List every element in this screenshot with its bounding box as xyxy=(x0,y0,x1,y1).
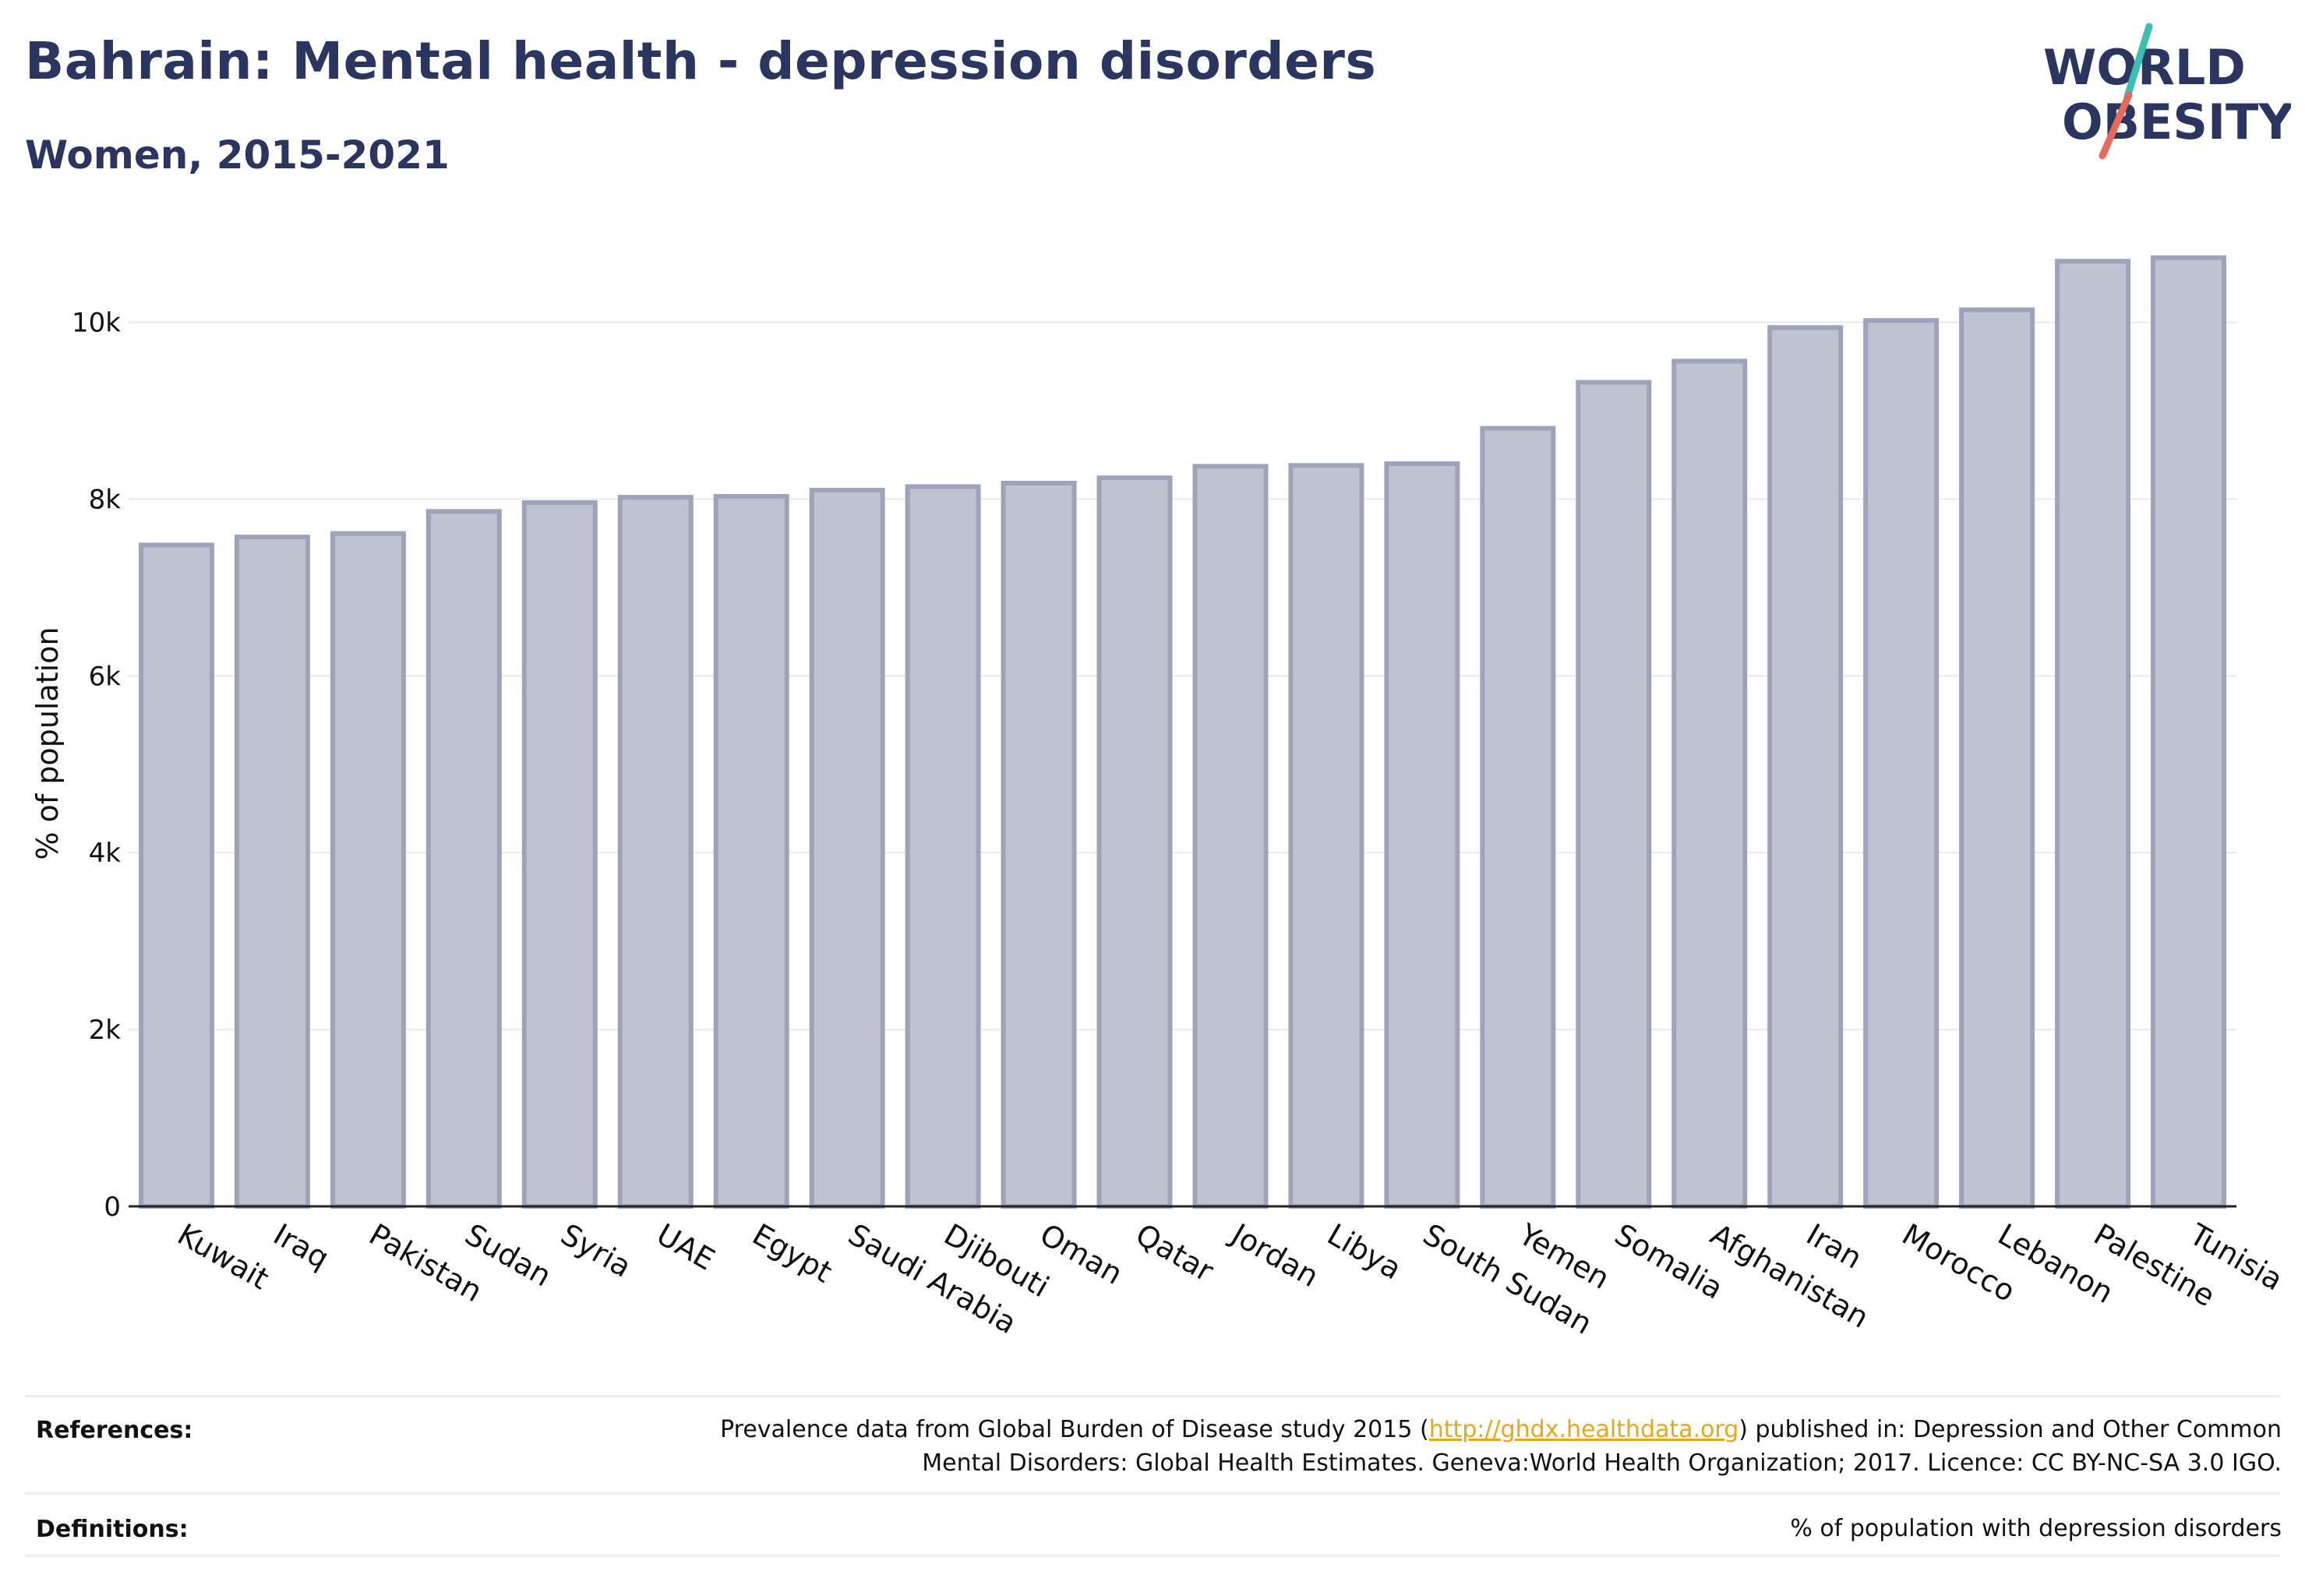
bar xyxy=(138,542,214,1209)
x-tick-label: Iraq xyxy=(267,1217,334,1276)
bar xyxy=(2151,255,2227,1209)
y-tick-label: 4k xyxy=(89,838,122,869)
x-tick-label: UAE xyxy=(651,1217,720,1277)
logo-slash-bottom xyxy=(2099,91,2133,160)
bar xyxy=(1863,318,1940,1209)
bar xyxy=(1001,480,1077,1209)
references-label: References: xyxy=(36,1417,193,1444)
bar xyxy=(617,495,694,1209)
chart-subtitle: Women, 2015-2021 xyxy=(25,132,450,178)
references-text-post: ) published in: Depression and Other Com… xyxy=(1738,1416,2282,1443)
bar xyxy=(1480,425,1556,1209)
bar xyxy=(2055,259,2131,1209)
references-text: Prevalence data from Global Burden of Di… xyxy=(720,1413,2282,1480)
bar xyxy=(713,493,789,1209)
bar xyxy=(1096,475,1173,1209)
references-line2: Mental Disorders: Global Health Estimate… xyxy=(922,1449,2282,1477)
x-tick-label: Jordan xyxy=(1224,1216,1324,1294)
x-tick-label: Egypt xyxy=(747,1217,838,1290)
x-tick-label: Syria xyxy=(555,1217,637,1284)
footer-divider-middle xyxy=(25,1492,2280,1495)
definitions-label: Definitions: xyxy=(36,1516,189,1543)
x-tick-label: Somalia xyxy=(1609,1217,1729,1306)
logo-line2: OBESITY xyxy=(2062,94,2291,150)
chart-title: Bahrain: Mental health - depression diso… xyxy=(25,31,1377,91)
bar xyxy=(330,531,406,1209)
bar xyxy=(905,484,981,1209)
references-text-pre: Prevalence data from Global Burden of Di… xyxy=(720,1416,1429,1443)
x-tick-label: Iran xyxy=(1801,1217,1868,1276)
bar xyxy=(1288,463,1364,1209)
definitions-text: % of population with depression disorder… xyxy=(1790,1515,2282,1542)
world-obesity-logo: WORLD OBESITY xyxy=(2043,23,2291,160)
bar xyxy=(425,509,502,1209)
bar xyxy=(234,535,310,1209)
bar xyxy=(1384,461,1460,1209)
footer-divider-top xyxy=(25,1395,2280,1397)
y-tick-label: 0 xyxy=(104,1192,121,1223)
bar xyxy=(1192,464,1269,1209)
bar xyxy=(809,488,885,1209)
y-tick-label: 2k xyxy=(89,1015,122,1046)
y-tick-label: 8k xyxy=(89,484,122,515)
y-axis-title: % of population xyxy=(30,627,65,860)
x-tick-label: Kuwait xyxy=(171,1217,274,1297)
references-link[interactable]: http://ghdx.healthdata.org xyxy=(1428,1416,1739,1443)
logo-slash-top xyxy=(2123,23,2153,101)
bar xyxy=(1576,380,1652,1209)
x-tick-label: Libya xyxy=(1322,1217,1407,1287)
bar xyxy=(1671,358,1748,1209)
y-tick-label: 10k xyxy=(72,307,121,338)
bar xyxy=(521,500,598,1209)
bar xyxy=(1959,307,2035,1209)
x-tick-label: Qatar xyxy=(1130,1217,1220,1289)
y-tick-label: 6k xyxy=(89,661,122,692)
footer-divider-bottom xyxy=(25,1555,2280,1557)
bar xyxy=(1767,325,1844,1209)
